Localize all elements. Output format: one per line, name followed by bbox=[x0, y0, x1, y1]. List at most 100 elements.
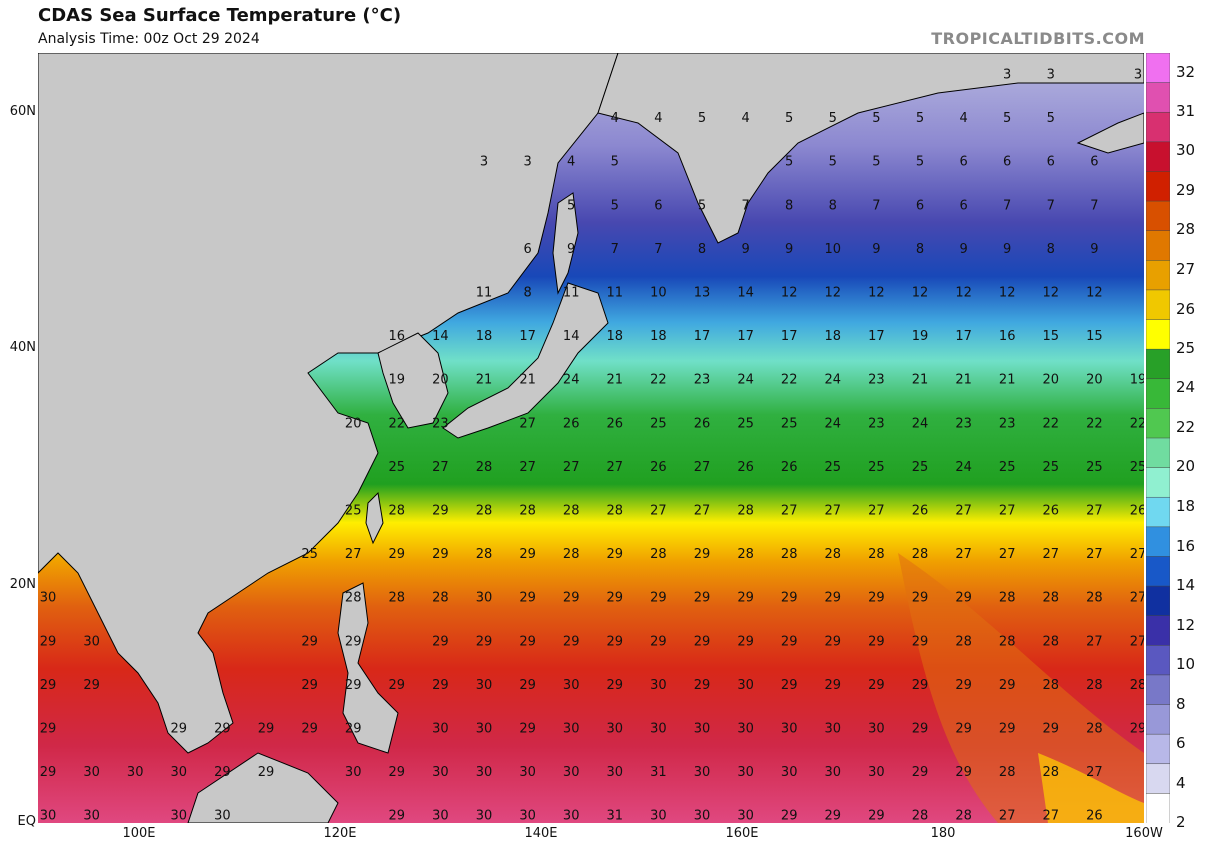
sst-value: 8 bbox=[829, 198, 837, 213]
sst-value: 29 bbox=[955, 591, 972, 606]
sst-value: 27 bbox=[955, 504, 972, 519]
sst-value: 22 bbox=[1130, 416, 1144, 431]
sst-value: 26 bbox=[1043, 504, 1060, 519]
sst-value: 7 bbox=[1090, 198, 1098, 213]
colorbar-swatch bbox=[1146, 793, 1170, 823]
analysis-time: Analysis Time: 00z Oct 29 2024 bbox=[38, 31, 260, 47]
sst-value: 29 bbox=[1043, 722, 1060, 737]
sst-value: 27 bbox=[955, 547, 972, 562]
japan bbox=[442, 282, 609, 439]
sst-value: 4 bbox=[741, 111, 749, 126]
colorbar-tick-label: 4 bbox=[1176, 774, 1186, 792]
lon-label-100e: 100E bbox=[122, 826, 156, 841]
sst-value: 29 bbox=[83, 678, 100, 693]
eastern-warm-tongue bbox=[898, 553, 1144, 823]
sst-value: 8 bbox=[698, 242, 706, 257]
sst-value: 5 bbox=[916, 111, 924, 126]
sst-value: 24 bbox=[912, 416, 929, 431]
sst-value: 29 bbox=[607, 547, 624, 562]
sst-value: 30 bbox=[83, 809, 100, 823]
sst-value: 12 bbox=[955, 286, 972, 301]
sst-value: 29 bbox=[214, 722, 231, 737]
sst-value: 5 bbox=[872, 111, 880, 126]
sst-value: 5 bbox=[698, 111, 706, 126]
sst-value: 31 bbox=[607, 809, 624, 823]
sst-value: 27 bbox=[650, 504, 667, 519]
sst-value: 29 bbox=[825, 678, 842, 693]
sst-value: 17 bbox=[868, 329, 885, 344]
sst-value: 30 bbox=[432, 722, 449, 737]
sst-value: 6 bbox=[1090, 155, 1098, 170]
sst-value: 7 bbox=[1003, 198, 1011, 213]
korean-peninsula bbox=[377, 332, 449, 429]
sst-value: 28 bbox=[955, 809, 972, 823]
sst-value: 24 bbox=[825, 416, 842, 431]
sst-value: 29 bbox=[563, 634, 580, 649]
sst-value: 29 bbox=[171, 722, 188, 737]
colorbar-tick-label: 10 bbox=[1176, 655, 1196, 673]
lat-label-60n: 60N bbox=[9, 104, 36, 119]
lat-label-20n: 20N bbox=[9, 577, 36, 592]
brand-watermark: TROPICALTIDBITS.COM bbox=[931, 29, 1145, 48]
sst-value: 8 bbox=[1047, 242, 1055, 257]
sst-value: 30 bbox=[519, 809, 536, 823]
sst-value: 27 bbox=[694, 460, 711, 475]
sst-value: 29 bbox=[737, 634, 754, 649]
lon-label-120e: 120E bbox=[323, 826, 357, 841]
sst-value: 19 bbox=[1130, 373, 1144, 388]
sst-value: 28 bbox=[563, 504, 580, 519]
sst-value: 28 bbox=[1130, 678, 1144, 693]
sst-value: 17 bbox=[781, 329, 798, 344]
sst-value: 28 bbox=[389, 591, 406, 606]
sst-value: 30 bbox=[737, 765, 754, 780]
sst-value: 29 bbox=[40, 765, 57, 780]
sst-value: 12 bbox=[999, 286, 1016, 301]
colorbar-swatch bbox=[1146, 467, 1170, 498]
sst-value: 17 bbox=[694, 329, 711, 344]
sst-value: 30 bbox=[868, 722, 885, 737]
sst-value: 26 bbox=[737, 460, 754, 475]
sst-value: 11 bbox=[607, 286, 624, 301]
sst-value: 26 bbox=[1130, 504, 1144, 519]
sst-value: 28 bbox=[345, 591, 362, 606]
sst-value: 28 bbox=[476, 547, 493, 562]
sst-value: 27 bbox=[1086, 765, 1103, 780]
sst-value: 30 bbox=[781, 765, 798, 780]
sst-value: 30 bbox=[694, 809, 711, 823]
eastern-yellow-patch bbox=[1038, 753, 1144, 823]
sst-value: 14 bbox=[432, 329, 449, 344]
sst-value: 5 bbox=[829, 155, 837, 170]
sst-value: 30 bbox=[781, 722, 798, 737]
sst-value: 4 bbox=[611, 111, 619, 126]
sst-value: 28 bbox=[1043, 765, 1060, 780]
sst-value: 30 bbox=[345, 765, 362, 780]
colorbar-swatch bbox=[1146, 496, 1170, 528]
sst-value: 29 bbox=[868, 678, 885, 693]
sst-value: 29 bbox=[607, 678, 624, 693]
colorbar-tick-label: 24 bbox=[1176, 378, 1196, 396]
sst-value: 28 bbox=[999, 765, 1016, 780]
sst-value: 29 bbox=[912, 722, 929, 737]
sst-value: 28 bbox=[650, 547, 667, 562]
sst-value: 29 bbox=[607, 591, 624, 606]
sst-value: 3 bbox=[1003, 68, 1011, 83]
sst-value: 28 bbox=[737, 504, 754, 519]
sst-value: 18 bbox=[607, 329, 624, 344]
sst-value: 26 bbox=[912, 504, 929, 519]
sst-value: 5 bbox=[1047, 111, 1055, 126]
sst-value: 14 bbox=[737, 286, 754, 301]
colorbar-tick-label: 8 bbox=[1176, 695, 1186, 713]
sst-value: 28 bbox=[476, 460, 493, 475]
colorbar-tick-label: 14 bbox=[1176, 576, 1196, 594]
sst-value: 28 bbox=[432, 591, 449, 606]
sst-value: 3 bbox=[1134, 68, 1142, 83]
sst-value: 29 bbox=[868, 809, 885, 823]
colorbar-swatch bbox=[1146, 82, 1170, 113]
sst-value: 29 bbox=[40, 722, 57, 737]
sst-value: 28 bbox=[999, 634, 1016, 649]
sst-value: 30 bbox=[737, 678, 754, 693]
colorbar bbox=[1146, 53, 1170, 823]
sst-value: 27 bbox=[1130, 591, 1144, 606]
sst-value: 28 bbox=[1043, 634, 1060, 649]
sst-value: 21 bbox=[999, 373, 1016, 388]
